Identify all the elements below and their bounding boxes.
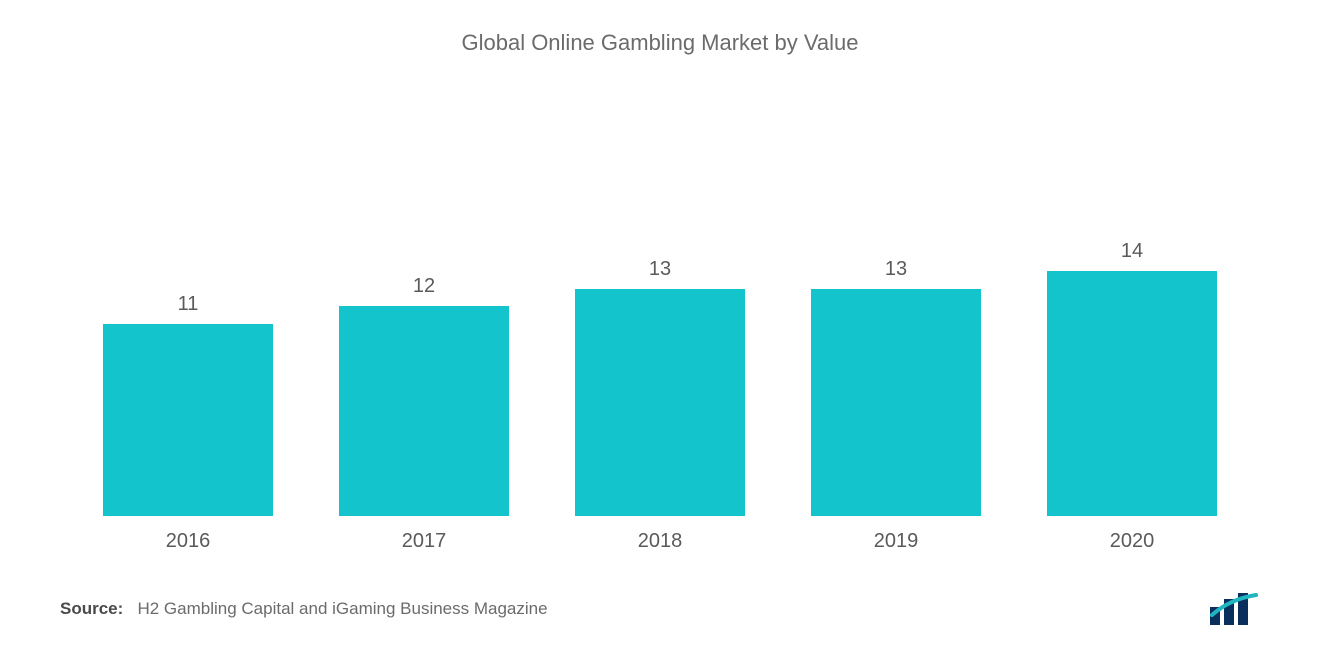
source-row: Source: H2 Gambling Capital and iGaming … — [50, 593, 1270, 625]
bar-category-label: 2016 — [166, 530, 211, 553]
source-text: Source: H2 Gambling Capital and iGaming … — [60, 599, 548, 619]
bar-category-label: 2018 — [638, 530, 683, 553]
bar-value-label: 14 — [1121, 240, 1143, 263]
brand-logo-icon — [1208, 593, 1260, 625]
bar-value-label: 13 — [885, 258, 907, 281]
bar-value-label: 12 — [413, 275, 435, 298]
bar-category-label: 2019 — [874, 530, 919, 553]
bar-group: 12 2017 — [334, 275, 514, 553]
bar — [811, 289, 981, 517]
bar — [339, 306, 509, 516]
bar — [575, 289, 745, 517]
source-body: H2 Gambling Capital and iGaming Business… — [137, 599, 547, 618]
bar-value-label: 11 — [178, 293, 199, 316]
bar-value-label: 13 — [649, 258, 671, 281]
bar — [1047, 271, 1217, 516]
source-label: Source: — [60, 599, 123, 618]
bar-group: 13 2018 — [570, 258, 750, 554]
bar-group: 11 2016 — [98, 293, 278, 554]
chart-container: Global Online Gambling Market by Value 1… — [0, 0, 1320, 665]
bar-group: 14 2020 — [1042, 240, 1222, 553]
plot-area: 11 2016 12 2017 13 2018 13 2019 14 2020 — [50, 76, 1270, 553]
chart-title: Global Online Gambling Market by Value — [50, 30, 1270, 56]
bar-group: 13 2019 — [806, 258, 986, 554]
bar-category-label: 2017 — [402, 530, 447, 553]
bar-category-label: 2020 — [1110, 530, 1155, 553]
bar — [103, 324, 273, 517]
